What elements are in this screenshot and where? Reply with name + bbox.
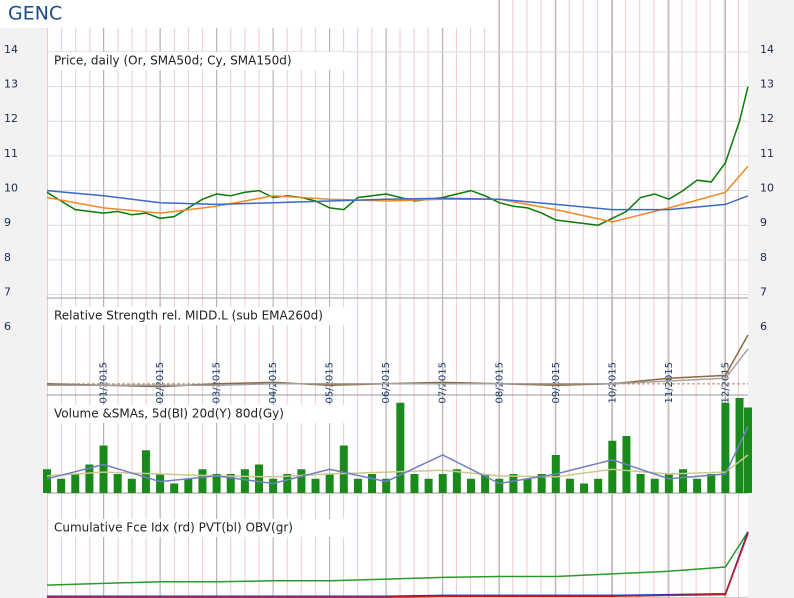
volume-bar [85, 464, 94, 493]
volume-bar [43, 469, 51, 493]
y-tick-label-right: 11 [760, 147, 774, 160]
panel-title: Price, daily (Or, SMA50d; Cy, SMA150d) [54, 54, 292, 68]
x-tick-label: 08/2015 [494, 362, 505, 404]
y-tick-label: 8 [4, 251, 11, 264]
volume-bar [664, 474, 673, 493]
y-tick-label-right: 13 [760, 78, 774, 91]
y-tick-label-right: 6 [760, 320, 767, 333]
volume-bar [693, 478, 702, 493]
y-tick-label-right: 8 [760, 251, 767, 264]
y-tick-label: 10 [4, 182, 18, 195]
volume-bar [297, 469, 306, 493]
volume-bar [424, 478, 433, 493]
volume-bar [212, 474, 221, 493]
y-tick-label: 9 [4, 216, 11, 229]
volume-bar [636, 474, 645, 493]
x-tick-label: 03/2015 [212, 362, 223, 404]
y-tick-label: 6 [4, 320, 11, 333]
volume-bar [382, 478, 391, 493]
panel-title: Volume &SMAs, 5d(Bl) 20d(Y) 80d(Gy) [54, 407, 284, 421]
volume-bar [113, 474, 122, 493]
volume-bar [325, 474, 334, 493]
y-tick-label: 12 [4, 112, 18, 125]
volume-bar [311, 478, 320, 493]
series-line [47, 533, 749, 598]
volume-bar [707, 474, 716, 493]
y-tick-label-right: 9 [760, 216, 767, 229]
volume-bar [509, 474, 518, 493]
volume-bar [240, 469, 249, 493]
volume-bar [523, 478, 532, 493]
y-tick-label: 13 [4, 78, 18, 91]
y-tick-label-right: 7 [760, 286, 767, 299]
y-tick-label: 14 [4, 43, 18, 56]
panel-title: Relative Strength rel. MIDD.L (sub EMA26… [54, 309, 323, 323]
volume-bar [678, 469, 687, 493]
x-tick-label: 11/2015 [664, 362, 675, 404]
volume-bar [283, 474, 292, 493]
panel-title-box [49, 52, 347, 70]
volume-bar [269, 478, 278, 493]
y-tick-label: 11 [4, 147, 18, 160]
volume-bar [141, 450, 150, 493]
volume-bar [744, 407, 752, 493]
x-tick-label: 05/2015 [325, 362, 336, 404]
x-tick-label: 01/2015 [99, 362, 110, 404]
volume-bar [721, 402, 730, 493]
volume-bar [57, 478, 66, 493]
week-grid [47, 0, 748, 598]
volume-bar [396, 402, 405, 493]
volume-bar [580, 483, 589, 493]
panel-title-box [49, 405, 347, 423]
volume-bar [650, 478, 659, 493]
series-line [46, 189, 749, 211]
volume-bar [495, 478, 504, 493]
volume-bar [594, 478, 603, 493]
series-line [46, 426, 749, 485]
volume-bar [198, 469, 207, 493]
volume-bar [71, 474, 80, 493]
volume-bar [184, 478, 193, 493]
x-tick-label: 12/2015 [720, 362, 731, 404]
series-line [47, 348, 749, 386]
series-line [46, 86, 749, 226]
y-tick-label-right: 12 [760, 112, 774, 125]
y-tick-label-right: 14 [760, 43, 774, 56]
page-title: GENC [8, 3, 62, 25]
series-line [46, 531, 749, 586]
volume-bar [608, 440, 617, 493]
panel-title-box [49, 519, 347, 537]
panel-title: Cumulative Fce Idx (rd) PVT(bl) OBV(gr) [54, 521, 293, 535]
volume-bar [254, 464, 263, 493]
x-tick-label: 09/2015 [551, 362, 562, 404]
title-box [0, 0, 497, 28]
series-line [46, 454, 749, 478]
volume-bar [537, 474, 546, 493]
volume-bar [156, 474, 165, 493]
x-tick-label: 10/2015 [607, 362, 618, 404]
volume-bar [368, 474, 377, 493]
volume-bar [339, 445, 348, 493]
volume-bar [410, 474, 419, 493]
x-tick-label: 02/2015 [155, 362, 166, 404]
volume-bar [170, 483, 179, 493]
volume-bar [452, 469, 461, 493]
volume-bar [99, 445, 108, 493]
panel-title-box [49, 307, 347, 325]
volume-bar [226, 474, 235, 493]
volume-bar [353, 478, 362, 493]
volume-bar [438, 474, 447, 493]
volume-bar [565, 478, 574, 493]
volume-bar [481, 474, 490, 493]
y-tick-label: 7 [4, 286, 11, 299]
volume-bar [466, 478, 475, 493]
y-tick-label-right: 10 [760, 182, 774, 195]
series-line [47, 531, 749, 598]
x-tick-label: 06/2015 [381, 362, 392, 404]
volume-bar [127, 478, 136, 493]
